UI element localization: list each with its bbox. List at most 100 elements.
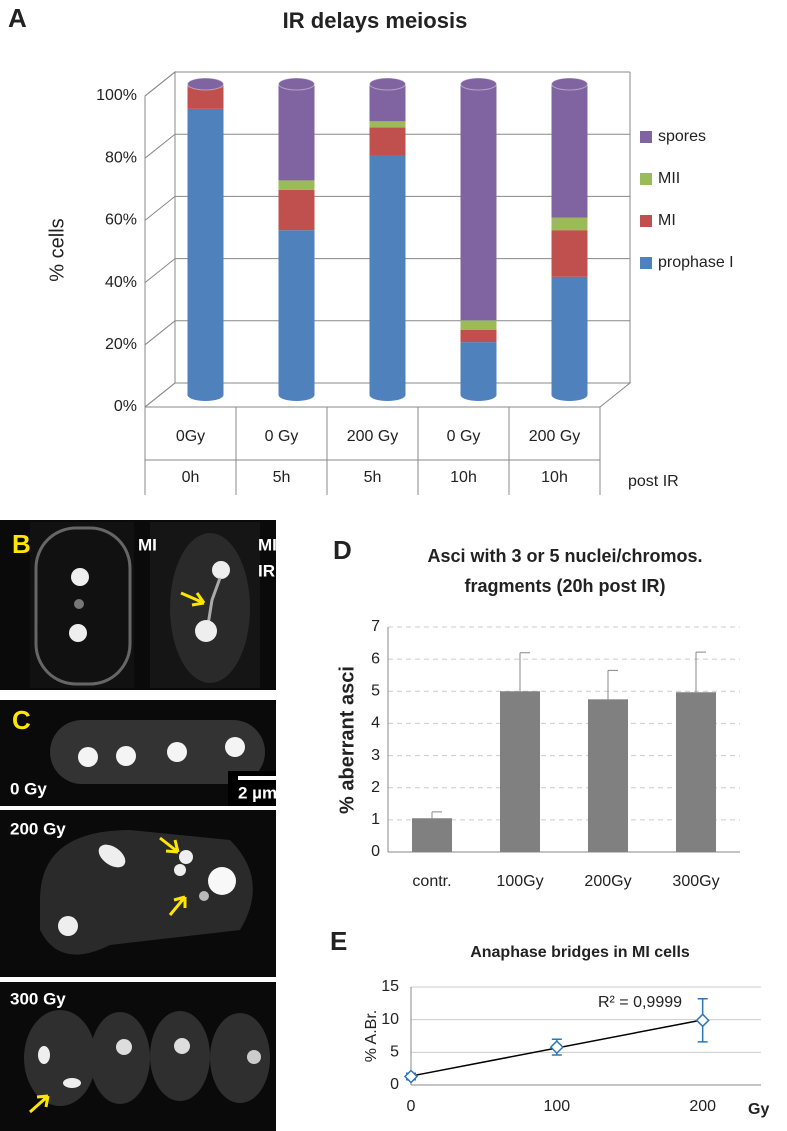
legend-label: prophase I: [658, 254, 734, 271]
y-tick-label: 0: [390, 1076, 399, 1093]
y-tick-label: 3: [371, 747, 380, 764]
image-letter: C: [12, 705, 31, 735]
x-tick-label: contr.: [412, 873, 451, 890]
error-bar: [519, 652, 530, 692]
y-tick-label: 20%: [105, 336, 137, 353]
y-tick-label: 15: [381, 978, 399, 995]
image-label: 300 Gy: [10, 989, 66, 1008]
bar-segment: [187, 108, 224, 395]
bar-cap: [460, 77, 497, 91]
legend-swatch: [640, 215, 652, 227]
time-label: post IR: [628, 473, 679, 490]
bar-segment: [369, 127, 406, 156]
y-tick-label: 2: [371, 779, 380, 796]
micrograph-b: [0, 520, 276, 690]
x-tick-label: 5h: [364, 469, 382, 486]
data-point: [695, 1013, 710, 1028]
legend-label: MI: [658, 212, 676, 229]
chart-title: Anaphase bridges in MI cells: [470, 944, 690, 961]
axis-wall: [144, 70, 176, 407]
bar-segment: [369, 84, 406, 122]
data-point: [549, 1040, 564, 1055]
data-point: [403, 1069, 419, 1084]
chart-title: IR delays meiosis: [283, 8, 468, 33]
legend-label: MII: [658, 170, 680, 187]
y-axis-label: % A.Br.: [363, 1010, 380, 1062]
y-tick-label: 40%: [105, 274, 137, 291]
x-tick-label: 0 Gy: [447, 428, 481, 445]
y-axis-label: % cells: [46, 218, 68, 281]
x-tick-label: 100Gy: [496, 873, 543, 890]
bar-segment: [460, 320, 497, 330]
y-tick-label: 5: [390, 1044, 399, 1061]
annotation: R² = 0,9999: [598, 994, 682, 1011]
x-tick-label: 0h: [182, 469, 200, 486]
y-tick-label: 80%: [105, 149, 137, 166]
bar-segment: [460, 342, 497, 395]
image-label: MI: [138, 535, 157, 554]
bar-segment: [551, 230, 588, 277]
y-tick-label: 0%: [114, 398, 137, 415]
panel-letter: D: [333, 535, 352, 565]
bar-cap: [551, 77, 588, 91]
image-label: MI: [258, 535, 277, 554]
legend-swatch: [640, 131, 652, 143]
x-tick-label: 200 Gy: [347, 428, 399, 445]
x-axis-label: Gy: [748, 1101, 769, 1118]
scale-bar-label: 2 µm: [238, 783, 277, 802]
bar-segment: [278, 189, 315, 231]
y-tick-label: 4: [371, 715, 380, 732]
y-tick-label: 0: [371, 843, 380, 860]
bar: [676, 692, 716, 852]
bar-segment: [278, 180, 315, 190]
y-tick-label: 7: [371, 618, 380, 635]
y-tick-label: 100%: [96, 87, 137, 104]
x-tick-label: 5h: [273, 469, 291, 486]
x-tick-label: 300Gy: [672, 873, 719, 890]
x-tick-label: 100: [543, 1098, 570, 1115]
bar-segment: [551, 217, 588, 231]
bar: [500, 691, 540, 852]
x-tick-label: 0 Gy: [265, 428, 299, 445]
image-label: 200 Gy: [10, 819, 66, 838]
bar-segment: [551, 84, 588, 218]
micrograph-c: [0, 700, 290, 1131]
y-axis-label: % aberrant asci: [336, 666, 358, 814]
x-tick-label: 10h: [450, 469, 477, 486]
bar-segment: [460, 84, 497, 321]
y-tick-label: 6: [371, 650, 380, 667]
y-tick-label: 5: [371, 683, 380, 700]
bar-segment: [278, 84, 315, 181]
panel-letter: E: [330, 926, 347, 956]
bar-cap: [278, 77, 315, 91]
bar: [412, 818, 452, 852]
y-tick-label: 60%: [105, 212, 137, 229]
x-tick-label: 0Gy: [176, 428, 205, 445]
legend-swatch: [640, 173, 652, 185]
bar-segment: [369, 121, 406, 128]
bar: [588, 699, 628, 852]
x-tick-label: 200 Gy: [529, 428, 581, 445]
x-tick-label: 200Gy: [584, 873, 631, 890]
bar-segment: [278, 230, 315, 395]
error-bar: [695, 651, 706, 693]
y-tick-label: 1: [371, 811, 380, 828]
x-tick-label: 200: [689, 1098, 716, 1115]
chart-title: fragments (20h post IR): [464, 576, 665, 596]
error-bar: [607, 669, 618, 700]
chart-title: Asci with 3 or 5 nuclei/chromos.: [427, 546, 702, 566]
bar-segment: [460, 329, 497, 343]
bar-cap: [369, 77, 406, 91]
bar-segment: [187, 87, 224, 109]
image-letter: B: [12, 529, 31, 559]
image-label: 0 Gy: [10, 779, 47, 798]
panel-letter: A: [8, 3, 27, 33]
bar-cap: [187, 77, 224, 91]
image-label: IR: [258, 561, 275, 580]
y-tick-label: 10: [381, 1011, 399, 1028]
bar-segment: [369, 155, 406, 395]
legend-label: spores: [658, 128, 706, 145]
x-tick-label: 10h: [541, 469, 568, 486]
x-tick-label: 0: [407, 1098, 416, 1115]
